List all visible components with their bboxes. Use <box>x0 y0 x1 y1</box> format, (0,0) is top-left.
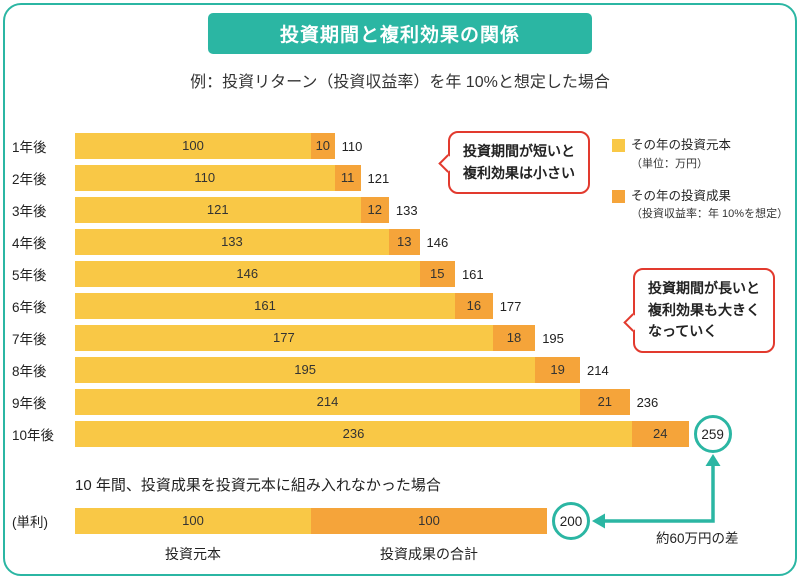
gain-bar: 10 <box>311 133 335 159</box>
gain-bar: 24 <box>631 421 689 447</box>
principal-bar: 177 <box>75 325 493 351</box>
chart-row: 6年後 161 16 177 <box>10 290 790 322</box>
principal-bar: 146 <box>75 261 420 287</box>
simple-interest-row: (単利) 100 100 200 <box>10 502 790 540</box>
chart-row: 3年後 121 12 133 <box>10 194 790 226</box>
gain-bar: 11 <box>334 165 361 191</box>
chart-row: 1年後 100 10 110 <box>10 130 790 162</box>
chart-row: 4年後 133 13 146 <box>10 226 790 258</box>
simple-section-heading: 10 年間、投資成果を投資元本に組み入れなかった場合 <box>75 477 441 494</box>
total-label: 161 <box>461 266 484 282</box>
callout-long-period: 投資期間が長いと 複利効果も大きく なっていく <box>623 268 775 354</box>
chart-row: 5年後 146 15 161 <box>10 258 790 290</box>
gain-bar: 15 <box>419 261 455 287</box>
year-label: 1年後 <box>12 140 47 155</box>
difference-note: 約60万円の差 <box>656 531 739 546</box>
total-label: 133 <box>395 202 418 218</box>
gain-bar: 19 <box>535 357 581 383</box>
gain-swatch-icon <box>612 189 625 203</box>
simple-gain-bar: 100 <box>311 508 547 534</box>
simple-total-circle: 200 <box>552 502 590 540</box>
gain-bar: 12 <box>360 197 389 223</box>
total-label: 195 <box>542 330 564 346</box>
chart-row: 8年後 195 19 214 <box>10 354 790 386</box>
principal-caption: 投資元本 <box>165 546 221 562</box>
callout-long-line2: 複利効果も大きく <box>648 301 760 318</box>
year-label: 3年後 <box>12 204 47 219</box>
principal-bar: 133 <box>75 229 389 255</box>
year-label: 6年後 <box>12 300 47 315</box>
principal-swatch-icon <box>612 139 625 152</box>
year-label: 8年後 <box>12 364 47 379</box>
total-label: 110 <box>341 138 363 154</box>
gain-bar: 16 <box>454 293 493 319</box>
legend-principal-sub: （単位：万円） <box>631 157 708 170</box>
total-label: 146 <box>426 234 449 250</box>
principal-bar: 214 <box>75 389 581 415</box>
gain-bar: 18 <box>492 325 536 351</box>
legend-principal-label: その年の投資元本 <box>631 138 732 152</box>
compound-interest-bar-chart: 1年後 100 10 110 2年後 110 11 121 3年後 121 12… <box>10 130 790 453</box>
total-label: 214 <box>587 362 609 378</box>
callout-short-period: 投資期間が短いと 複利効果は小さい <box>438 131 590 195</box>
legend-item-principal: その年の投資元本 （単位：万円） <box>612 137 788 172</box>
subtitle: 例：投資リターン（投資収益率）を年 10%と想定した場合 <box>190 74 610 91</box>
year-label: 2年後 <box>12 172 47 187</box>
callout-short-line1: 投資期間が短いと <box>463 143 575 159</box>
legend-gain-label: その年の投資成果 <box>631 188 732 203</box>
year-label: 5年後 <box>12 268 47 283</box>
chart-row: 10年後 236 24 259 <box>10 415 790 453</box>
legend-gain-sub: （投資収益率：年 10%を想定） <box>631 208 789 221</box>
total-label: 177 <box>499 298 522 314</box>
principal-bar: 195 <box>75 357 536 383</box>
principal-bar: 110 <box>75 165 335 191</box>
legend: その年の投資元本 （単位：万円） その年の投資成果 （投資収益率：年 10%を想… <box>612 137 788 239</box>
total-label: 236 <box>636 394 659 410</box>
chart-row: 2年後 110 11 121 <box>10 162 790 194</box>
gain-caption: 投資成果の合計 <box>380 546 478 562</box>
year-label: 4年後 <box>12 236 47 251</box>
year-label: 9年後 <box>12 396 47 411</box>
callout-long-line1: 投資期間が長いと <box>648 280 760 296</box>
simple-principal-bar: 100 <box>75 508 311 534</box>
total-label: 259 <box>693 415 732 453</box>
chart-row: 7年後 177 18 195 <box>10 322 790 354</box>
principal-bar: 161 <box>75 293 455 319</box>
principal-bar: 100 <box>75 133 311 159</box>
gain-bar: 21 <box>580 389 630 415</box>
total-label: 121 <box>367 170 390 186</box>
principal-bar: 121 <box>75 197 361 223</box>
callout-short-line2: 複利効果は小さい <box>463 164 575 181</box>
chart-row: 9年後 214 21 236 <box>10 386 790 418</box>
legend-item-gain: その年の投資成果 （投資収益率：年 10%を想定） <box>612 188 788 223</box>
callout-long-line3: なっていく <box>648 323 718 340</box>
year-label: 7年後 <box>12 332 47 347</box>
gain-bar: 13 <box>388 229 420 255</box>
year-label: 10年後 <box>12 428 55 443</box>
page-title: 投資期間と複利効果の関係 <box>207 13 593 54</box>
simple-row-label: (単利) <box>12 515 48 530</box>
principal-bar: 236 <box>75 421 632 447</box>
